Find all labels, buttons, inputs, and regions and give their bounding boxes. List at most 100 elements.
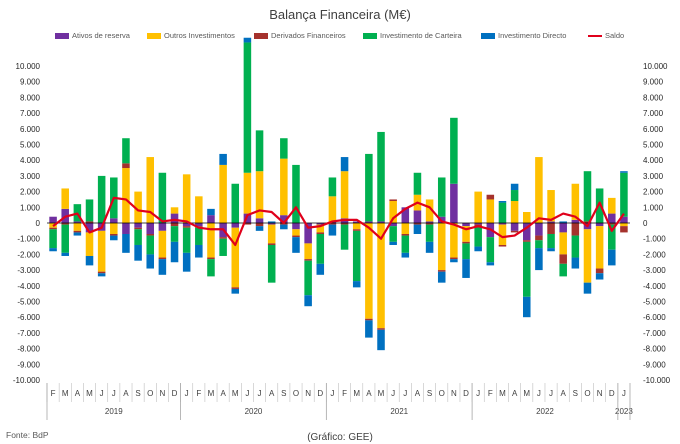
y-tick-label-left: 10.000 [16,62,41,71]
bar-segment [255,223,264,227]
bar-segment [207,257,215,260]
bar-segment [620,216,628,223]
bar-segment [462,241,470,244]
y-tick-label-right: -1.000 [643,235,666,244]
bar-segment [352,229,361,231]
bar-segment [292,164,300,223]
y-tick-label-left: -2.000 [17,250,40,259]
bar-segment [462,243,470,260]
bar-segment [85,255,94,266]
x-month-label: J [549,389,553,398]
bar-segment [134,223,142,228]
bar-segment [510,201,519,223]
bar-segment [583,282,592,294]
bar-segment [510,223,519,231]
bar-segment [158,257,167,260]
bar-segment [182,223,191,227]
x-month-label: M [208,389,215,398]
x-year-label: 2023 [615,407,633,416]
x-month-label: F [488,389,493,398]
x-month-label: O [584,389,590,398]
bar-segment [401,235,410,253]
y-tick-label-left: -5.000 [17,298,40,307]
bar-segment [255,218,264,223]
bar-segment [413,223,422,225]
y-tick-label-right: -7.000 [643,329,666,338]
x-month-label: O [439,389,445,398]
bar-segment [450,117,458,184]
bar-segment [304,295,312,307]
legend-swatch [55,33,69,40]
bar-segment [571,183,580,220]
bar-segment [73,221,82,223]
bar-segment [377,221,385,223]
y-tick-label-left: 5.000 [20,141,41,150]
bar-segment [207,208,215,216]
y-tick-label-left: 0 [36,219,41,228]
bar-segment [510,190,519,202]
x-month-label: J [476,389,480,398]
bar-segment [340,171,349,219]
bar-segment [122,223,130,234]
legend-swatch [481,33,495,40]
y-tick-label-left: -10.000 [13,376,41,385]
bar-segment [377,131,385,222]
legend-label: Saldo [605,31,625,40]
bar-segment [583,221,592,223]
y-tick-label-right: -3.000 [643,266,666,275]
legend-item-saldo: Saldo [588,31,624,40]
bar-segment [267,223,276,225]
y-tick-label-right: -8.000 [643,345,666,354]
bar-segment [292,229,300,236]
bar-segment [450,183,458,223]
bar-segment [97,273,106,277]
bar-segment [110,233,118,236]
y-tick-label-right: 10.000 [643,62,668,71]
legend-item-outros-investimentos: Outros Investimentos [147,31,235,40]
bar-segment [231,288,240,294]
bar-segment [535,157,543,223]
bar-segment [425,224,434,242]
bar-segment [352,223,361,230]
bar-segment [510,183,519,191]
bar-segment [425,199,434,222]
bar-segment [146,157,154,223]
x-year-label: 2019 [105,407,123,416]
saldo-line [52,196,625,247]
bar-segment [304,223,312,244]
bar-segment [498,223,507,225]
x-year-label: 2020 [245,407,263,416]
bar-segment [486,262,495,266]
bar-segment [267,243,276,245]
bar-segment [134,229,142,245]
bar-segment [170,207,179,214]
y-tick-label-left: 9.000 [20,78,41,87]
legend-label: Investimento Directo [498,31,567,40]
bar-segment [389,223,397,227]
x-month-label: F [342,389,347,398]
bar-segment [559,223,567,233]
bar-segment [122,138,130,164]
y-tick-label-right: -6.000 [643,313,666,322]
bar-segment [365,153,373,222]
x-month-label: O [293,389,299,398]
bar-segment [304,260,312,296]
x-month-label: S [135,389,140,398]
legend-swatch [254,33,268,40]
x-month-label: D [609,389,615,398]
bar-segment [498,244,507,247]
bar-segment [462,259,470,278]
bar-segment [474,226,482,247]
x-month-label: A [220,389,226,398]
bar-segment [207,259,215,277]
bar-segment [437,270,446,272]
bar-segment [377,328,385,330]
bar-segment [328,224,337,236]
bar-segment [182,227,191,253]
bar-segment [571,257,580,269]
bar-segment [316,223,325,225]
bar-segment [280,138,288,159]
bar-segment [97,271,106,274]
y-tick-label-right: 2.000 [643,188,664,197]
x-month-label: D [317,389,323,398]
